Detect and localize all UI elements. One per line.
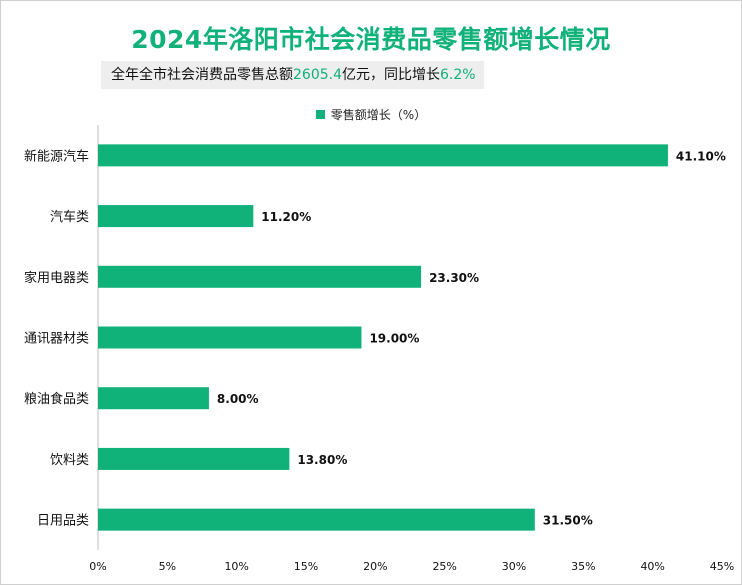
subtitle-growth-value: 6.2% bbox=[440, 67, 476, 83]
category-label-2: 家用电器类 bbox=[24, 270, 89, 286]
bar-3 bbox=[98, 326, 362, 349]
x-tick-label-1: 5% bbox=[159, 560, 176, 573]
category-label-6: 日用品类 bbox=[37, 514, 89, 529]
x-tick-label-4: 20% bbox=[363, 560, 387, 573]
x-tick-label-8: 40% bbox=[640, 560, 664, 573]
subtitle-prefix: 全年全市社会消费品零售总额 bbox=[111, 67, 293, 83]
value-label-1: 11.20% bbox=[261, 210, 311, 224]
value-label-6: 31.50% bbox=[543, 514, 593, 528]
bar-0 bbox=[98, 144, 668, 167]
value-label-4: 8.00% bbox=[217, 392, 259, 406]
subtitle-box: 全年全市社会消费品零售总额2605.4亿元，同比增长6.2% bbox=[101, 61, 484, 89]
category-label-3: 通讯器材类 bbox=[24, 332, 89, 347]
category-label-5: 饮料类 bbox=[50, 453, 89, 468]
bar-6 bbox=[98, 508, 535, 531]
x-tick-label-2: 10% bbox=[224, 560, 248, 573]
value-label-5: 13.80% bbox=[297, 453, 347, 467]
legend: 零售额增长（%） bbox=[0, 106, 742, 123]
bar-2 bbox=[98, 265, 422, 288]
x-tick-label-0: 0% bbox=[89, 560, 106, 573]
bar-4 bbox=[98, 387, 209, 410]
legend-swatch bbox=[315, 110, 325, 119]
subtitle-total-value: 2605.4 bbox=[293, 67, 342, 83]
legend-label: 零售额增长（%） bbox=[330, 108, 427, 122]
category-label-4: 粮油食品类 bbox=[24, 391, 89, 407]
value-label-2: 23.30% bbox=[429, 271, 479, 285]
bar-5 bbox=[98, 447, 290, 470]
subtitle-mid: 亿元，同比增长 bbox=[342, 67, 440, 83]
x-tick-label-9: 45% bbox=[710, 560, 734, 573]
value-label-0: 41.10% bbox=[676, 149, 726, 163]
x-tick-label-5: 25% bbox=[432, 560, 456, 573]
chart-title: 2024年洛阳市社会消费品零售额增长情况 bbox=[131, 25, 611, 54]
x-tick-label-7: 35% bbox=[571, 560, 595, 573]
category-label-0: 新能源汽车 bbox=[24, 148, 89, 164]
x-tick-label-6: 30% bbox=[502, 560, 526, 573]
value-label-3: 19.00% bbox=[369, 332, 419, 346]
category-label-1: 汽车类 bbox=[50, 209, 89, 225]
x-tick-label-3: 15% bbox=[294, 560, 318, 573]
bar-1 bbox=[98, 205, 254, 228]
